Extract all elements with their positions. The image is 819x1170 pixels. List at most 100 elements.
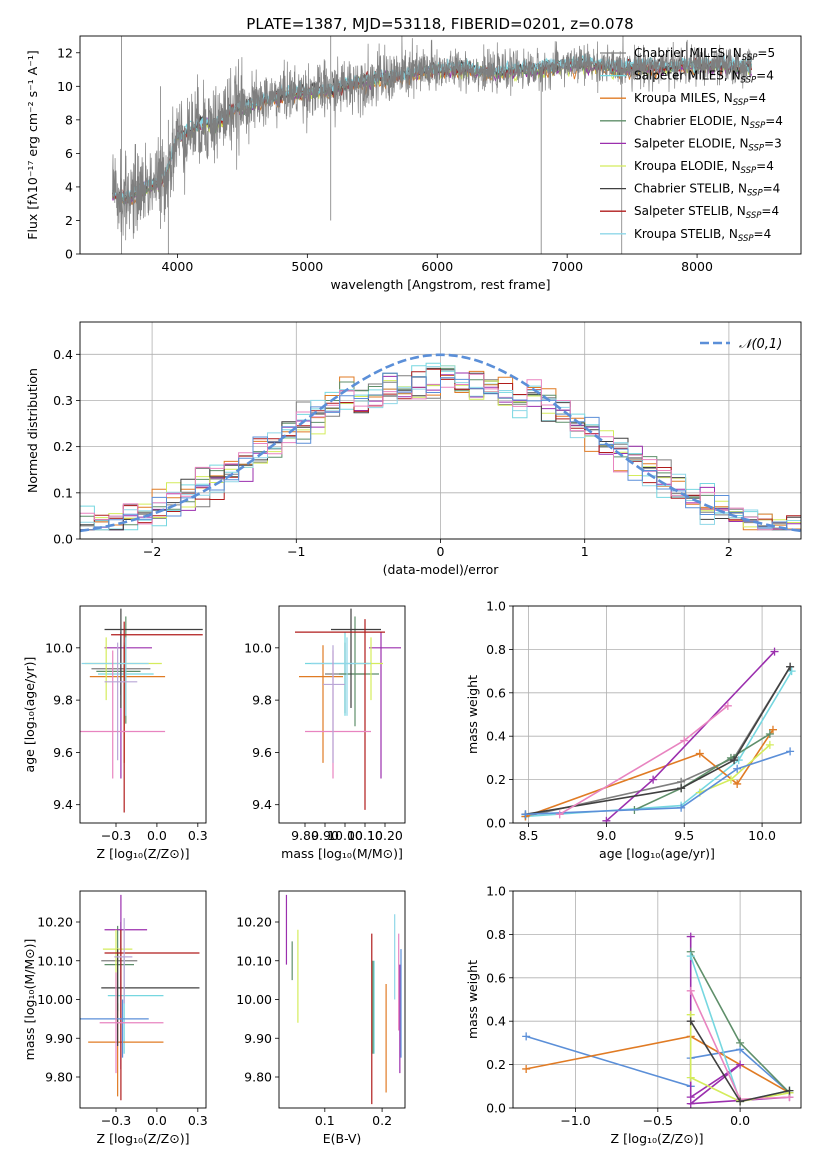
y-axis-label: mass weight (465, 675, 480, 754)
y-tick-label: 9.6 (252, 745, 272, 760)
x-tick-label: −1.0 (560, 1113, 590, 1128)
y-tick-label: 8 (65, 112, 73, 127)
series-marker (695, 749, 704, 758)
y-tick-label: 0.3 (53, 393, 73, 408)
legend-space: , (721, 227, 729, 241)
series-marker (677, 803, 686, 812)
legend-nssp-sub: SSP (733, 98, 749, 108)
data-point (104, 894, 148, 1070)
series-marker (765, 740, 774, 749)
data-point (88, 1003, 164, 1097)
legend-nssp-value: =4 (765, 114, 783, 128)
data-point (331, 608, 381, 708)
y-tick-label: 9.4 (252, 797, 272, 812)
series-marker (680, 736, 689, 745)
data-point (89, 645, 166, 763)
data-point (80, 650, 166, 779)
series-marker (686, 932, 695, 941)
legend-label: Salpeter STELIB (634, 204, 729, 218)
series-marker (733, 764, 742, 773)
series-line (521, 662, 795, 821)
series-marker (686, 1073, 695, 1082)
data-point (81, 637, 149, 716)
x-tick-label: 8000 (681, 259, 713, 274)
y-tick-label: 2 (65, 213, 73, 228)
series-marker (736, 1097, 745, 1106)
y-tick-label: 0.2 (486, 772, 506, 787)
data-point (305, 650, 371, 779)
legend-space: , (725, 46, 733, 60)
age-vs-Z-panel: −0.3 0.0 0.3 9.4 9.6 9.8 10.0 Z [log₁₀(Z/Z⊙)] ag… (22, 605, 208, 861)
series-path (559, 705, 729, 815)
x-tick-label: 9.80 (291, 828, 319, 843)
legend-nssp-value: =4 (754, 227, 772, 241)
x-axis-label: Z [log₁₀(Z/Z⊙)] (611, 1131, 704, 1146)
x-tick-label: 10.00 (327, 828, 363, 843)
mass-vs-Z-panel: −0.3 0.0 0.3 9.80 9.90 10.00 10.10 10.20 Z [log₁… (22, 890, 208, 1146)
series-line (686, 1017, 794, 1106)
data-point (101, 949, 200, 1046)
data-point (104, 608, 203, 708)
y-tick-label: 0.8 (486, 642, 506, 657)
series-marker (786, 747, 795, 756)
x-axis-label: age [log₁₀(age/yr)] (599, 846, 715, 861)
legend-nssp-value: =4 (761, 204, 779, 218)
y-tick-label: 1.0 (486, 884, 506, 899)
y-tick-label: 12 (57, 45, 73, 60)
x-tick-label: 0.3 (188, 1113, 208, 1128)
data-point (104, 642, 138, 761)
legend-entry: Chabrier MILES, NSSP=5 (634, 46, 775, 63)
legend-space: , (724, 69, 732, 83)
legend-nssp-sub: SSP (747, 189, 763, 199)
y-tick-label: 9.4 (53, 797, 73, 812)
x-tick-label: 0.3 (188, 828, 208, 843)
legend-space: , (729, 204, 737, 218)
data-point (295, 619, 385, 810)
y-tick-label: 9.90 (244, 1031, 272, 1046)
series-marker (521, 810, 530, 819)
legend-entry: Kroupa STELIB, NSSP=4 (634, 227, 771, 244)
axes-frame (512, 890, 802, 1109)
x-tick-label: 0.0 (147, 828, 167, 843)
x-tick-label: 9.0 (596, 828, 616, 843)
series-marker (555, 810, 564, 819)
y-tick-label: 9.8 (252, 693, 272, 708)
axes-frame (79, 35, 802, 255)
x-tick-label: 0.1 (315, 1113, 335, 1128)
series-path (689, 1014, 790, 1103)
legend-nssp-sub: SSP (738, 234, 754, 244)
y-tick-label: 9.80 (45, 1070, 73, 1085)
legend-label: Chabrier ELODIE (634, 114, 733, 128)
data-point (355, 637, 383, 701)
series-marker (522, 1064, 531, 1073)
series-marker (649, 775, 658, 784)
legend-nssp-value: =5 (757, 46, 775, 60)
series-marker (677, 784, 686, 793)
series-marker (686, 1099, 695, 1108)
y-tick-label: 0.0 (486, 1101, 506, 1116)
y-tick-label: 0.4 (486, 729, 506, 744)
x-tick-label: 10.20 (367, 828, 403, 843)
y-tick-label: 10.20 (37, 915, 73, 930)
x-axis-label: Z [log₁₀(Z/Z⊙)] (97, 1131, 190, 1146)
axes-frame (79, 321, 802, 540)
axes-frame (278, 890, 406, 1109)
axes-frame (512, 605, 802, 824)
data-point (311, 637, 371, 716)
legend-space: , (733, 114, 741, 128)
legend-label: Chabrier MILES (634, 46, 725, 60)
x-tick-label: 7000 (551, 259, 583, 274)
histogram-series (80, 353, 801, 533)
legend-nssp-value: =4 (748, 91, 766, 105)
y-tick-label: 0.4 (53, 347, 73, 362)
mass-vs-EBV-panel: 0.1 0.2 9.80 9.90 10.00 10.10 10.20 E(B-V) (236, 890, 406, 1146)
legend-label: Chabrier STELIB (634, 182, 730, 196)
series-marker (726, 775, 735, 784)
y-tick-label: 10.0 (45, 640, 73, 655)
y-tick-label: 10.20 (236, 915, 272, 930)
y-tick-label: 1.0 (486, 599, 506, 614)
series-marker (686, 986, 695, 995)
y-tick-label: 10.0 (244, 640, 272, 655)
errorbar-series (285, 894, 402, 1105)
